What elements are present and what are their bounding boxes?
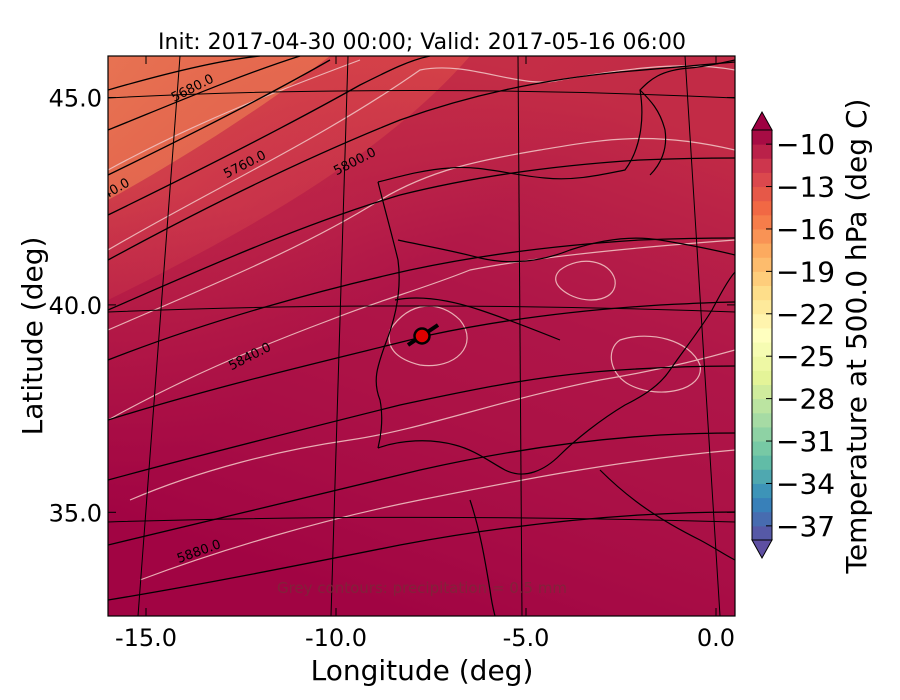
x-axis: -15.0 -10.0 -5.0 0.0 (115, 56, 735, 652)
y-tick-label: 40.0 (49, 292, 102, 320)
colorbar-bin (752, 455, 772, 470)
colorbar-tick-label: −10 (776, 128, 835, 161)
colorbar-bin (752, 271, 772, 287)
y-axis-label: Latitude (deg) (16, 237, 49, 436)
graticule (108, 56, 735, 616)
colorbar-bin (752, 384, 772, 400)
colorbar-bin (752, 200, 772, 216)
colorbar-tick-label: −22 (776, 298, 835, 331)
location-marker (406, 323, 440, 347)
colorbar-bin (752, 497, 772, 513)
precipitation-note: Grey contours: precipitation = 0.5 mm (277, 579, 567, 597)
colorbar-bin (752, 342, 772, 357)
colorbar-bin (752, 356, 772, 371)
x-tick-label: -10.0 (305, 624, 367, 652)
colorbar-bin (752, 511, 772, 527)
x-tick-label: -5.0 (503, 624, 550, 652)
colorbar-bin (752, 214, 772, 230)
colorbar-tick-label: −28 (776, 383, 835, 416)
colorbar-tick-label: −13 (776, 171, 835, 204)
colorbar-bin (752, 172, 772, 188)
plot-area: 5680.0 5760.0 5800.0 5840.0 5880.0 40.0 … (108, 56, 735, 616)
coastlines (375, 59, 735, 616)
colorbar-bin (752, 257, 772, 272)
colorbar-bin (752, 483, 772, 499)
colorbar-bin (752, 243, 772, 258)
colorbar-extend-bottom (751, 539, 773, 560)
colorbar-tick-label: −16 (776, 213, 835, 246)
colorbar-bin (752, 327, 772, 343)
colorbar-bin (752, 469, 772, 484)
colorbar-bin (752, 186, 772, 202)
colorbar-bin (752, 130, 772, 145)
plot-frame (107, 55, 736, 617)
geopotential-contours (108, 56, 735, 601)
colorbar-bin (752, 158, 772, 173)
y-tick-label: 35.0 (49, 499, 102, 527)
colorbar-bin (752, 370, 772, 385)
x-tick-label: -15.0 (115, 624, 177, 652)
precipitation-contours (108, 59, 735, 581)
colorbar: −10 −13 −16 −19 −22 −25 −28 −31 −34 −37 (751, 110, 835, 560)
colorbar-frame (751, 129, 773, 541)
colorbar-tick-label: −37 (776, 510, 835, 543)
x-axis-label: Longitude (deg) (311, 654, 534, 687)
colorbar-tick-label: −25 (776, 340, 835, 373)
colorbar-bin (752, 313, 772, 329)
colorbar-bin (752, 299, 772, 315)
colorbar-bin (752, 441, 772, 456)
chart-title: Init: 2017-04-30 00:00; Valid: 2017-05-1… (158, 30, 686, 55)
colorbar-tick-label: −34 (776, 467, 835, 500)
colorbar-bin (752, 412, 772, 428)
colorbar-bin (752, 228, 772, 244)
y-tick-label: 45.0 (49, 84, 102, 112)
colorbar-bin (752, 285, 772, 301)
colorbar-bin (752, 398, 772, 414)
colorbar-bin (752, 426, 772, 442)
colorbar-tick-label: −19 (776, 255, 835, 288)
colorbar-extend-top (751, 110, 773, 131)
y-axis: 35.0 40.0 45.0 (49, 84, 735, 527)
x-tick-label: 0.0 (697, 624, 735, 652)
colorbar-label: Temperature at 500.0 hPa (deg C) (840, 99, 873, 575)
colorbar-tick-label: −31 (776, 425, 835, 458)
colorbar-bin (752, 144, 772, 159)
colorbar-bin (752, 525, 772, 541)
